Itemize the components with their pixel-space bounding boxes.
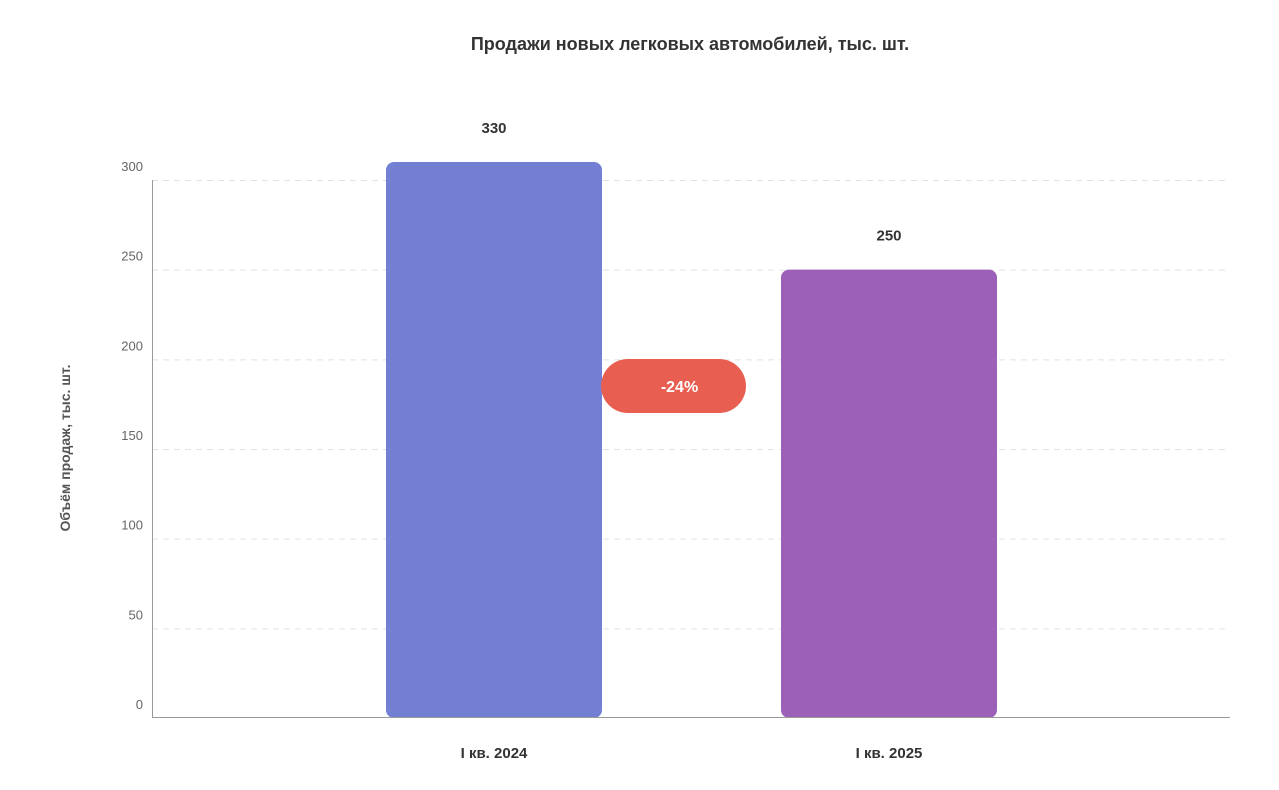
y-tick-label: 100 (121, 518, 143, 533)
value-labels: 330 250 (481, 120, 901, 245)
y-axis-title: Объём продаж, тыс. шт. (57, 365, 73, 532)
change-badge (601, 359, 746, 413)
x-tick-label: I кв. 2025 (856, 745, 923, 762)
data-label: 250 (876, 228, 901, 245)
y-tick-label: 150 (121, 428, 143, 443)
y-tick-label: 200 (121, 338, 143, 353)
y-tick-labels: 0 50 100 150 200 250 300 (121, 159, 143, 712)
y-tick-label: 300 (121, 159, 143, 174)
y-tick-label: 250 (121, 249, 143, 264)
change-badge-label: -24% (661, 379, 698, 396)
x-tick-label: I кв. 2024 (461, 745, 528, 762)
data-label: 330 (481, 120, 506, 137)
y-tick-label: 50 (129, 607, 143, 622)
bar (781, 269, 997, 718)
bars (386, 162, 997, 718)
y-tick-label: 0 (136, 697, 143, 712)
change-badge-group: -24% (601, 359, 746, 413)
x-tick-labels: I кв. 2024 I кв. 2025 (461, 745, 923, 762)
bar (386, 162, 602, 718)
chart-title: Продажи новых легковых автомобилей, тыс.… (470, 34, 910, 54)
